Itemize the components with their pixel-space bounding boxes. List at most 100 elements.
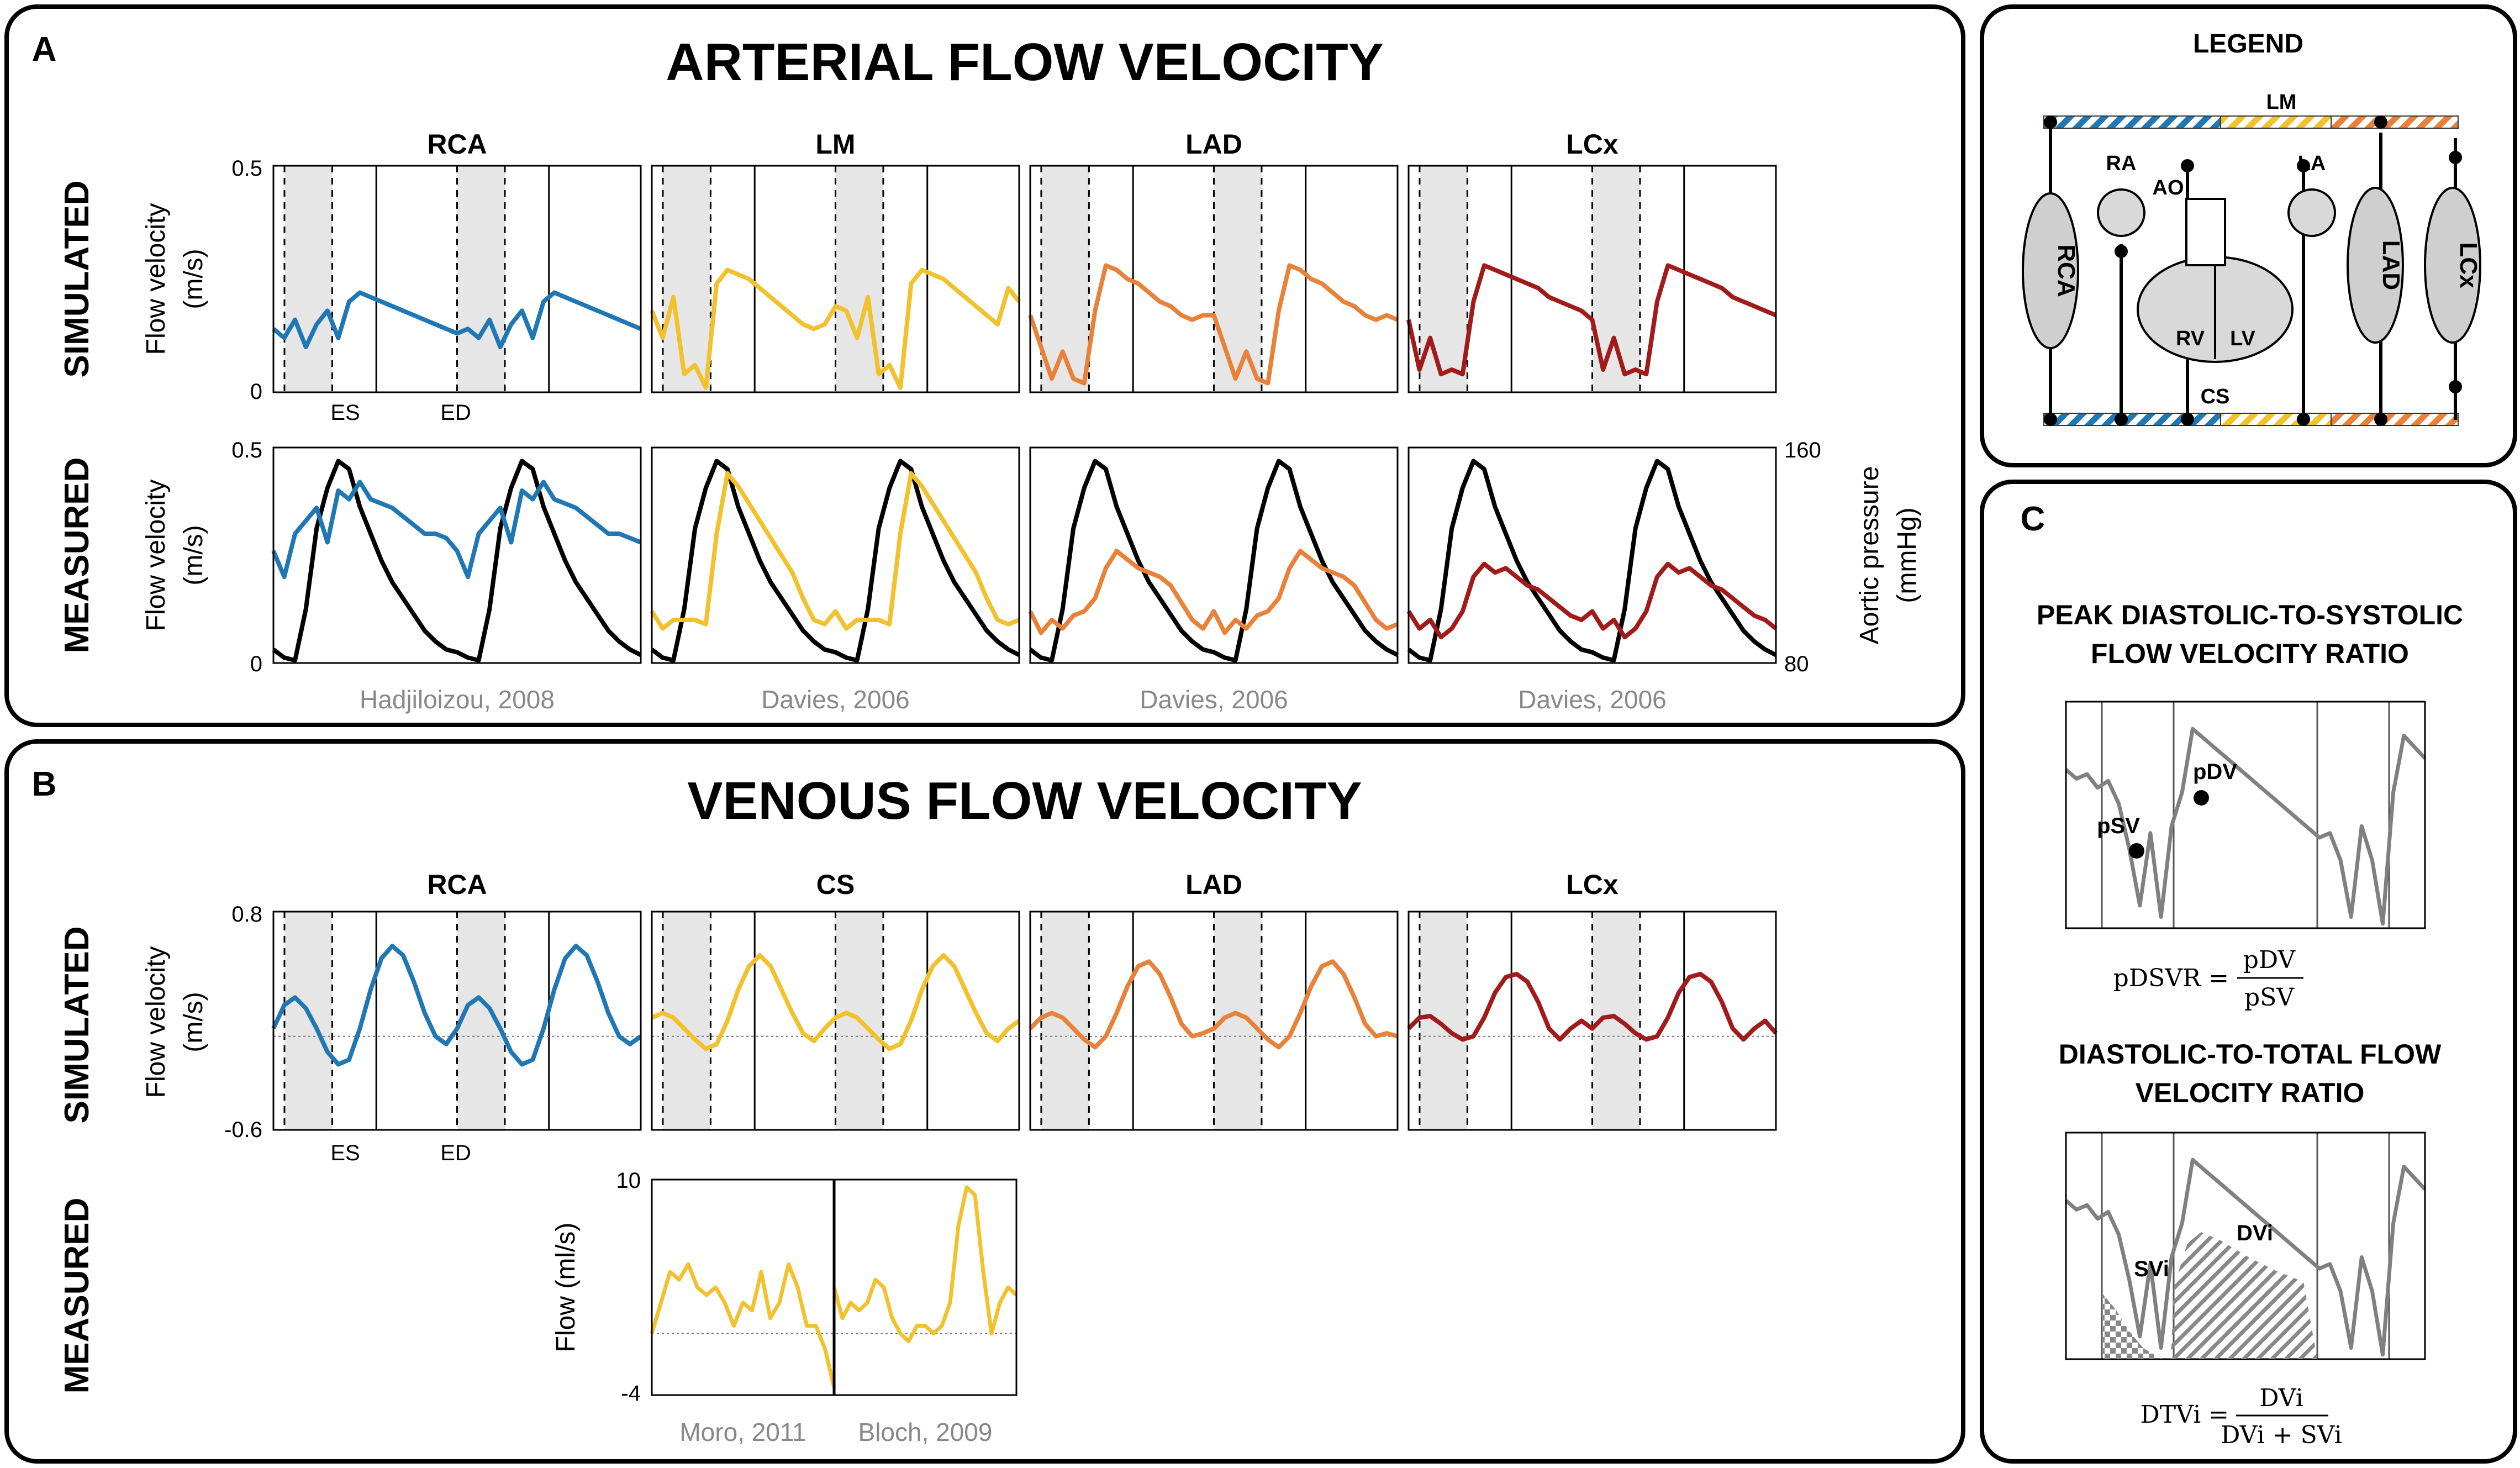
column-title-LAD: LAD <box>1185 869 1242 900</box>
column-title-LCx: LCx <box>1566 869 1619 900</box>
pdsvr-equation-lhs: pDSVR = <box>2113 964 2229 992</box>
ylabel-flow-velocity: Flow velocity <box>141 480 171 632</box>
y2label-aortic-pressure: Aortic pressure <box>1855 466 1884 645</box>
column-title-LAD: LAD <box>1185 129 1242 160</box>
node-dot <box>2115 413 2128 426</box>
pdv-label: pDV <box>2193 760 2237 784</box>
ylabel-units: (m/s) <box>179 249 208 309</box>
pdsvr-equation-den: pSV <box>2244 983 2295 1012</box>
panel-a-letter: A <box>32 30 57 69</box>
series-line-LAD <box>1028 263 1399 386</box>
ylabel-units: (m/s) <box>179 525 208 585</box>
panel-c-frame <box>1980 480 2517 1464</box>
rv-label: RV <box>2176 327 2205 350</box>
node-dot <box>2181 159 2194 172</box>
plot-frame <box>272 911 642 1131</box>
dvi-label: DVi <box>2237 1221 2273 1245</box>
node-dot <box>2115 245 2128 258</box>
node-dot <box>2297 413 2310 426</box>
node-dot <box>2449 151 2462 164</box>
row-label-measured-a: MEASURED <box>58 457 96 654</box>
series-line-RCA <box>272 290 642 349</box>
plot-frame <box>651 446 1020 664</box>
svi-label: SVi <box>2134 1257 2169 1281</box>
node-dot <box>2297 159 2310 172</box>
plot-frame <box>1407 165 1777 393</box>
series-line-LCx <box>1407 971 1778 1042</box>
series-line-LAD <box>1028 549 1399 635</box>
pdsvr-title-line1: PEAK DIASTOLIC-TO-SYSTOLIC <box>2037 599 2463 630</box>
series-line-LAD <box>1029 959 1399 1050</box>
venous-simulated-LCx <box>1407 911 1778 1131</box>
dtvi-title-line1: DIASTOLIC-TO-TOTAL FLOW <box>2059 1039 2442 1070</box>
ylabel-flow-velocity: Flow velocity <box>141 946 171 1098</box>
ao-label: AO <box>2153 176 2184 199</box>
plot-frame <box>1029 911 1399 1131</box>
lcx-vessel-label: LCx <box>2455 242 2482 288</box>
venous-simulated-LAD <box>1029 911 1399 1131</box>
pdsvr-title-line2: FLOW VELOCITY RATIO <box>2091 638 2409 669</box>
dtvi-example-plot <box>2064 1132 2427 1360</box>
panel-b-letter: B <box>32 765 57 803</box>
ed-label: ED <box>440 401 471 425</box>
column-title-RCA: RCA <box>427 869 487 900</box>
column-title-LCx: LCx <box>1566 129 1619 160</box>
systole-shading <box>1214 166 1262 392</box>
panel-a-title: ARTERIAL FLOW VELOCITY <box>666 33 1384 92</box>
source-label: Bloch, 2009 <box>858 1418 993 1446</box>
plot-frame <box>272 446 642 664</box>
aortic-pressure-line <box>1029 459 1399 663</box>
aortic-pressure-line <box>650 459 1020 663</box>
plot-frame <box>1029 165 1399 393</box>
series-line-LCx <box>1406 263 1777 377</box>
aortic-pressure-line <box>272 459 642 663</box>
series-line-bloch <box>832 1185 1018 1343</box>
ytick-top: 0.8 <box>231 902 262 927</box>
node-dot <box>2044 115 2057 129</box>
node-dot <box>2374 413 2387 426</box>
es-label: ES <box>330 401 360 425</box>
plot-frame <box>1029 446 1399 664</box>
arterial-measured-RCA <box>271 446 642 664</box>
pdv-marker <box>2194 790 2209 806</box>
ed-label: ED <box>440 1141 471 1165</box>
series-line-RCA <box>271 480 642 579</box>
source-label: Hadjiloizou, 2008 <box>360 685 555 714</box>
dtvi-equation-lhs: DTVi = <box>2140 1401 2229 1429</box>
series-line-LM <box>650 471 1020 631</box>
node-dot <box>2044 413 2057 426</box>
systole-shading <box>662 912 711 1130</box>
series-line-CS <box>651 953 1021 1051</box>
lcx-vessel <box>2424 187 2481 344</box>
series-line-LM <box>650 267 1021 390</box>
arterial-measured-LM <box>650 446 1020 664</box>
ra-chamber <box>2097 188 2145 237</box>
example-curve <box>2064 727 2427 926</box>
systole-shading <box>284 912 333 1130</box>
node-dot <box>2449 380 2462 393</box>
plot-frame <box>2065 701 2426 929</box>
legend-frame <box>1980 4 2517 467</box>
rca-vessel-label: RCA <box>2053 244 2080 297</box>
arterial-simulated-RCA <box>272 165 642 393</box>
lv-label: LV <box>2230 327 2255 350</box>
systole-shading <box>1419 912 1468 1130</box>
plot-frame <box>1407 911 1777 1131</box>
panel-a-frame <box>4 4 1965 727</box>
la-chamber <box>2287 188 2336 237</box>
ylabel-flow-velocity: Flow velocity <box>141 203 171 355</box>
vessel-rca-top <box>2043 115 2221 129</box>
arterial-simulated-LCx <box>1406 165 1777 393</box>
venous-simulated-CS <box>651 911 1021 1131</box>
ytick-top: 10 <box>616 1169 641 1193</box>
ytick-top: 0.5 <box>231 438 262 462</box>
vessel-lad-top <box>2331 115 2459 129</box>
pdsvr-equation-num: pDV <box>2243 946 2296 974</box>
dtvi-title-line2: VELOCITY RATIO <box>2136 1077 2365 1108</box>
lad-vessel-label: LAD <box>2377 240 2405 290</box>
dtvi-equation-den: DVi + SVi <box>2221 1421 2342 1449</box>
legend-title: LEGEND <box>2193 29 2303 59</box>
y2tick-bottom: 80 <box>1784 652 1809 676</box>
y2label-units: (mmHg) <box>1892 507 1922 603</box>
